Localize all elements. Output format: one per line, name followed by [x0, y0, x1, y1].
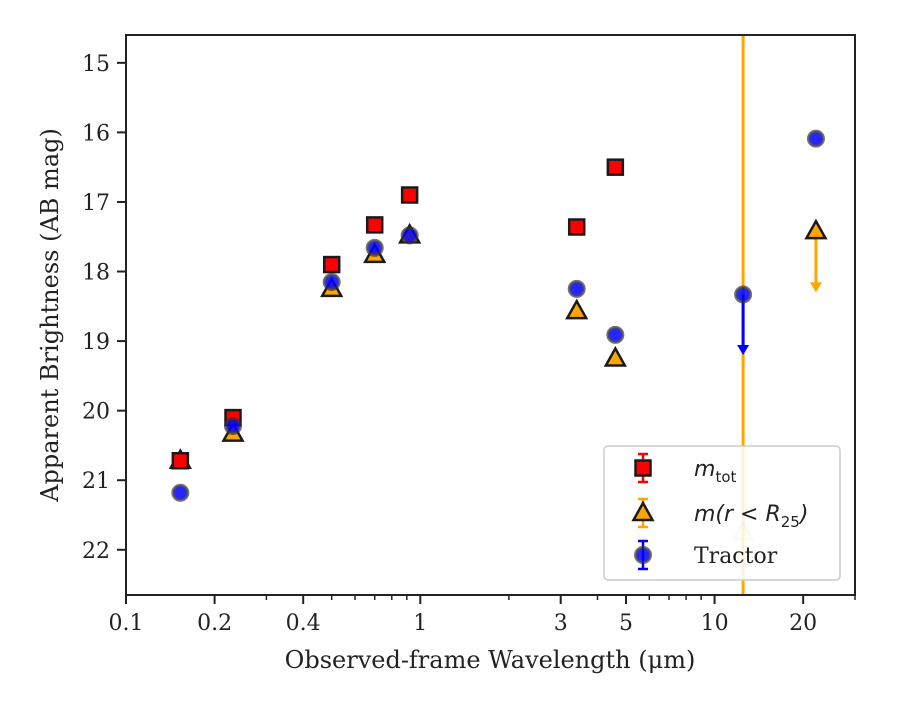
y-axis-label: Apparent Brightness (AB mag) — [36, 128, 64, 503]
x-tick-label: 20 — [789, 611, 817, 636]
legend-label: Tractor — [694, 544, 778, 569]
x-axis-label: Observed-frame Wavelength (μm) — [285, 646, 696, 674]
circle-point — [567, 279, 586, 298]
square-point — [171, 451, 190, 470]
x-tick-label: 1 — [413, 611, 427, 636]
circle-point — [365, 238, 384, 257]
circle-point — [606, 325, 625, 344]
triangle-point — [603, 345, 627, 367]
x-tick-label: 0.1 — [109, 611, 144, 636]
square-point — [365, 216, 384, 234]
square-point — [606, 158, 625, 176]
data-points-layer — [168, 129, 828, 541]
circle-point — [806, 129, 825, 148]
y-tick-label: 22 — [82, 539, 110, 564]
legend-square-marker — [634, 459, 652, 477]
y-tick-label: 16 — [82, 121, 110, 146]
x-tick-label: 3 — [554, 611, 568, 636]
plot-frame — [125, 34, 856, 596]
y-tick-label: 19 — [82, 330, 110, 355]
square-point — [400, 186, 419, 204]
x-tick-label: 10 — [701, 611, 729, 636]
triangle-point — [565, 298, 589, 320]
circle-point — [171, 483, 190, 502]
legend-label: m(r < R25) — [694, 502, 808, 531]
y-tick-label: 21 — [82, 469, 110, 494]
legend-circle-marker — [634, 546, 652, 564]
legend-label: mtot — [694, 457, 736, 486]
x-tick-label: 0.2 — [197, 611, 232, 636]
y-tick-label: 20 — [82, 400, 110, 425]
y-tick-label: 15 — [82, 52, 110, 77]
x-axis-ticks: 0.1 0.2 0.4 1 3 5 10 20 — [109, 595, 856, 636]
upper-limit-arrow-head — [809, 282, 822, 293]
square-point — [322, 255, 341, 274]
y-axis-ticks: 15 16 17 18 19 20 21 22 — [82, 52, 126, 564]
triangle-point — [804, 218, 828, 240]
x-tick-label: 5 — [619, 611, 633, 636]
y-tick-label: 17 — [82, 191, 110, 216]
square-point — [567, 218, 586, 236]
circle-point — [322, 272, 341, 291]
legend: mtot m(r < R25) Tractor — [603, 445, 841, 581]
circle-point — [400, 226, 419, 245]
upper-limit-arrow-head — [737, 345, 750, 355]
circle-point — [224, 416, 243, 435]
y-tick-label: 18 — [82, 261, 110, 286]
legend-triangle-marker — [631, 500, 655, 522]
circle-point — [734, 285, 753, 304]
x-tick-label: 0.4 — [286, 611, 321, 636]
legend-frame — [603, 445, 841, 581]
